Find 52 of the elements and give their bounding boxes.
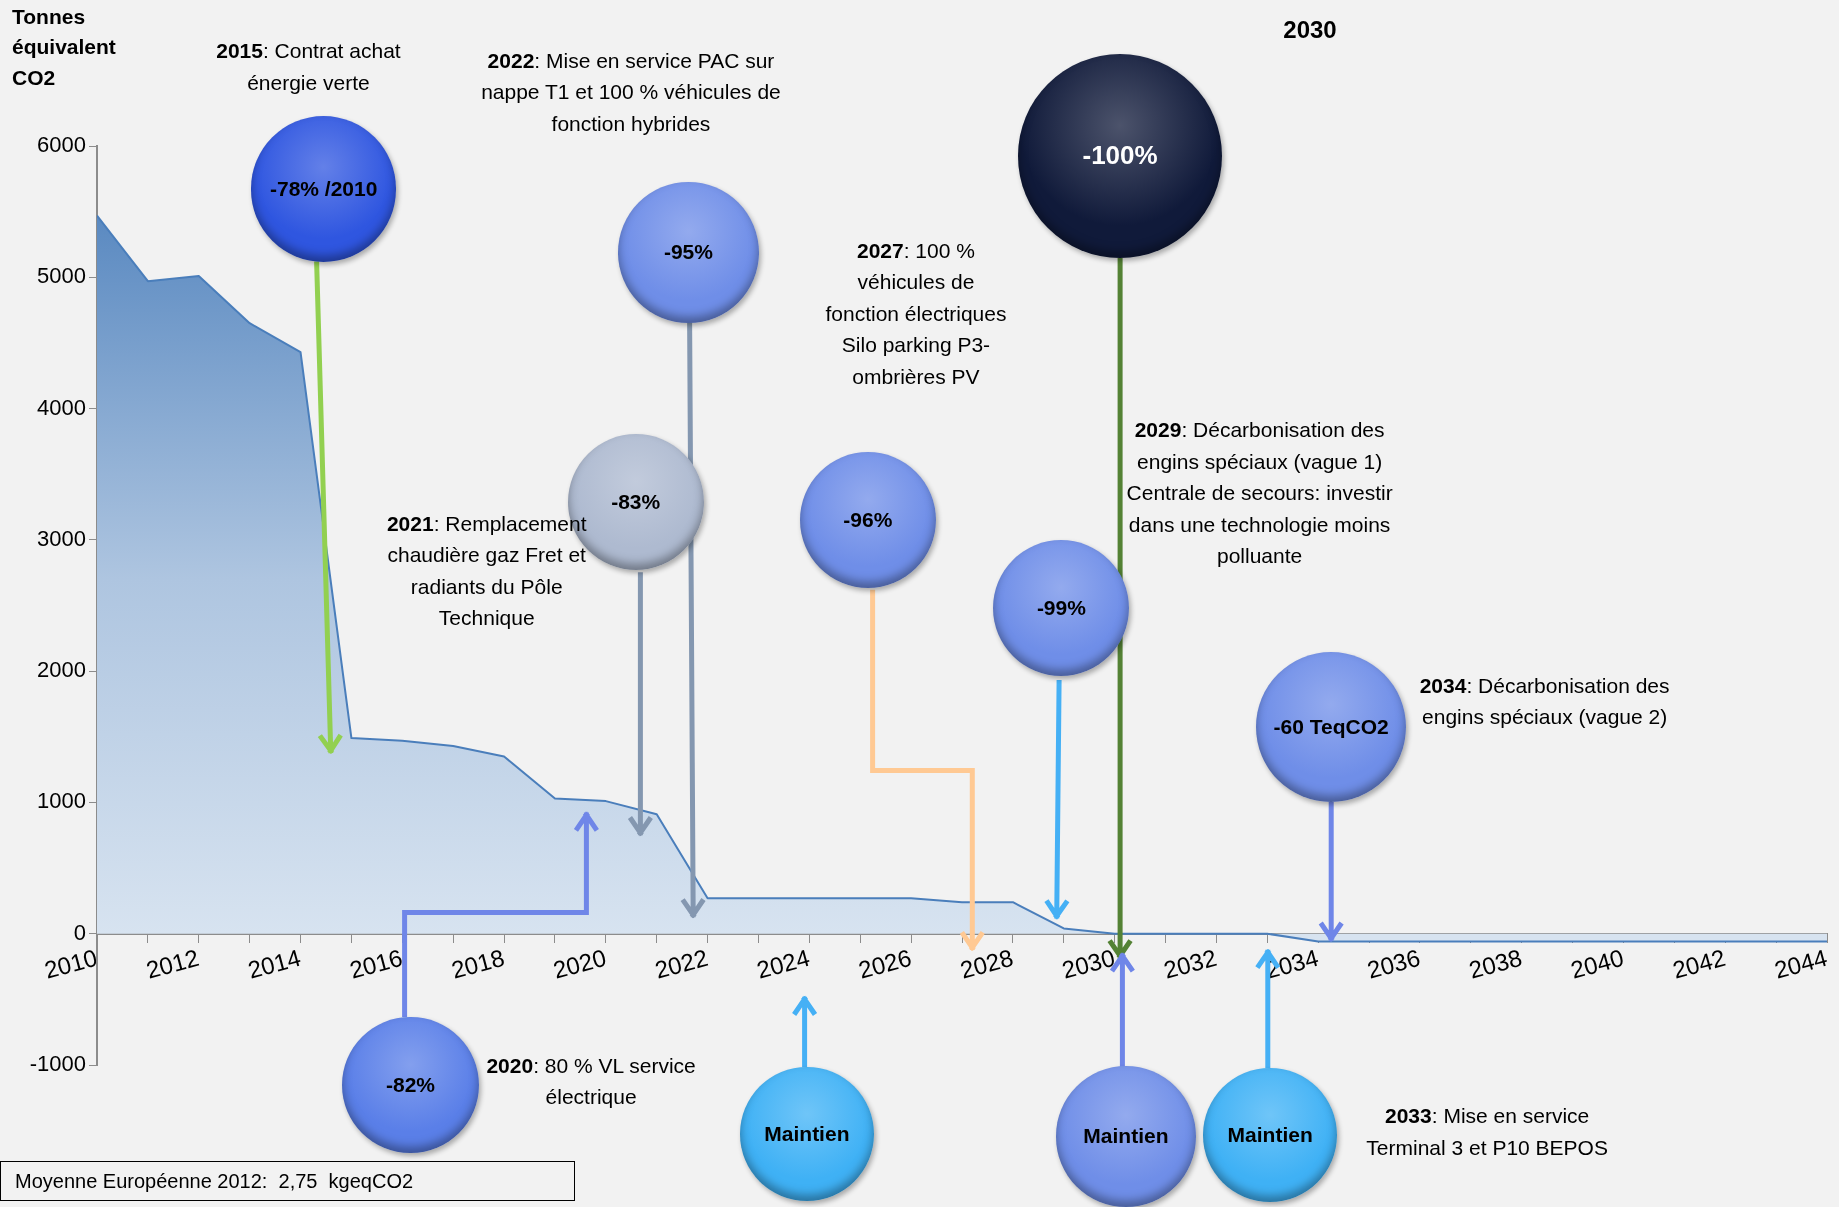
x-tick-label: 2042	[1669, 943, 1729, 984]
x-tick-label: 2014	[244, 943, 304, 984]
annotation: 2027: 100 % véhicules de fonction électriques Silo parking P3-ombrières PV	[825, 238, 1007, 388]
y-tick-label: 5000	[37, 263, 86, 289]
text: 2033: Mise en service Terminal 3 et P10 BEPOS	[1366, 1104, 1608, 1159]
y-tick-label: -1000	[29, 1051, 86, 1077]
y-axis-title: Tonnes équivalent CO2	[12, 4, 117, 91]
y-tick-label: 3000	[37, 525, 86, 551]
circle-badge: Maintien	[1203, 1068, 1337, 1203]
circle-badge: -60 TeqCO2	[1256, 652, 1407, 803]
circle-badge: Maintien	[740, 1067, 874, 1201]
x-tick-label: 2012	[143, 943, 202, 984]
text: 2022: Mise en service PAC sur nappe T1 et 100 % véhicules de fonction hybrides	[481, 48, 781, 135]
x-tick-label: 2038	[1466, 943, 1525, 984]
x-tick-label: 2036	[1364, 943, 1423, 984]
x-tick-label: 2010	[41, 943, 101, 984]
circle-badge: -78% /2010	[251, 116, 397, 262]
x-tick-label: 2032	[1160, 943, 1220, 984]
x-tick-label: 2024	[753, 943, 813, 984]
annotation: 2034: Décarbonisation des engins spéciaux (vague 2)	[1419, 673, 1670, 729]
x-tick-label: 2040	[1567, 943, 1627, 984]
x-tick-label: 2016	[346, 943, 406, 984]
circle-badge: -95%	[618, 181, 759, 323]
x-tick-label: 2026	[855, 943, 915, 984]
text: Moyenne Européenne 2012: 2,75 kgeqCO2	[15, 1170, 414, 1193]
circle-badge: Maintien	[1055, 1066, 1197, 1207]
y-tick-label: 4000	[37, 394, 86, 420]
circle-badge: -96%	[799, 451, 936, 588]
annotation: 2020: 80 % VL service électrique	[486, 1053, 696, 1109]
annotation: -78% /2010	[269, 176, 378, 200]
circle-badge: -100%	[1018, 53, 1223, 258]
text: 2015: Contrat achat énergie verte	[216, 39, 401, 94]
annotation: -99%	[1036, 595, 1086, 619]
x-tick-label: 2028	[957, 943, 1016, 984]
annotation: -100%	[1082, 140, 1158, 171]
y-tick-label: 0	[73, 919, 86, 945]
circle-badge: -99%	[993, 539, 1130, 676]
y-tick-label: 6000	[37, 132, 86, 158]
x-tick-label: 2018	[448, 943, 508, 984]
x-tick-label: 2020	[550, 943, 609, 984]
annotation: 2021: Remplacement chaudière gaz Fret et radiants du Pôle Technique	[386, 511, 587, 630]
x-tick-label: 2030	[1059, 943, 1118, 984]
circle-badge: -82%	[342, 1016, 479, 1153]
x-tick-label: 2022	[652, 943, 711, 984]
y-tick-label: 1000	[37, 788, 86, 814]
text: 2030	[1283, 15, 1337, 43]
annotation: -96%	[843, 507, 893, 531]
y-tick-label: 2000	[37, 657, 86, 683]
x-tick-label: 2044	[1771, 943, 1831, 984]
annotation: -60 TeqCO2	[1273, 715, 1389, 739]
annotation: -95%	[663, 240, 713, 264]
annotation: -83%	[611, 489, 661, 513]
